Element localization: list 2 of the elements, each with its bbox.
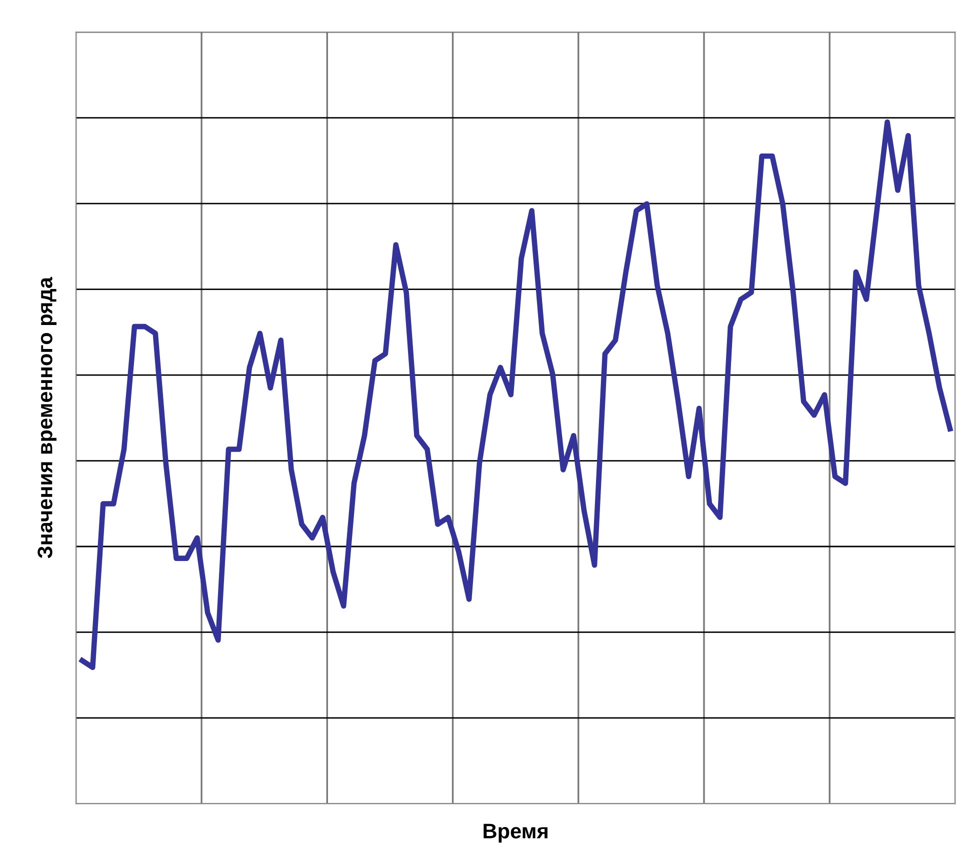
x-axis-title: Время — [484, 824, 548, 843]
y-axis-title: Значения временного ряда — [38, 276, 56, 558]
